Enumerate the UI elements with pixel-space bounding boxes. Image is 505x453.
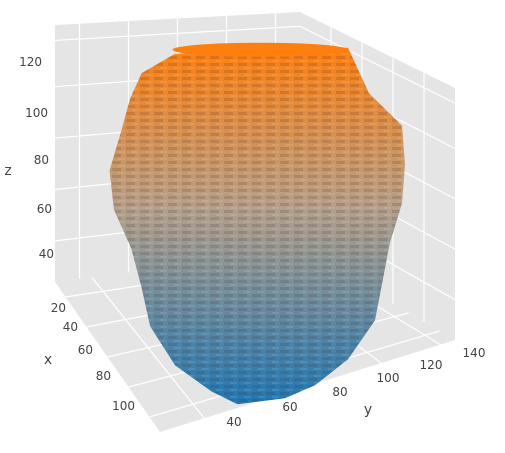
z-axis: 120 100 80 60 40 z	[4, 55, 54, 261]
y-tick-label: 40	[226, 415, 241, 429]
x-tick-label: 20	[51, 301, 66, 315]
y-tick-label: 80	[332, 385, 347, 399]
x-tick-label: 40	[63, 320, 78, 334]
x-axis-title: x	[44, 352, 52, 368]
x-tick-label: 60	[78, 343, 93, 357]
y-tick-label: 100	[377, 371, 400, 385]
z-axis-title: z	[4, 163, 11, 179]
y-tick-label: 60	[282, 400, 297, 414]
x-axis: 20 40 60 80 100 x	[44, 301, 135, 413]
z-tick-label: 60	[37, 202, 52, 216]
grid-line-floor-y	[91, 276, 205, 419]
z-tick-label: 100	[25, 106, 48, 120]
z-tick-label: 120	[19, 55, 42, 69]
x-tick-label: 100	[112, 399, 135, 413]
y-axis: 40 60 80 100 120 140 y	[226, 346, 485, 429]
z-tick-label: 40	[39, 247, 54, 261]
grid-line-z-right	[299, 25, 456, 104]
z-tick-label: 80	[34, 153, 49, 167]
x-tick-label: 80	[96, 369, 111, 383]
y-tick-label: 120	[420, 358, 443, 372]
surface-rim	[172, 42, 349, 57]
y-axis-title: y	[364, 402, 372, 418]
y-tick-label: 140	[463, 346, 486, 360]
